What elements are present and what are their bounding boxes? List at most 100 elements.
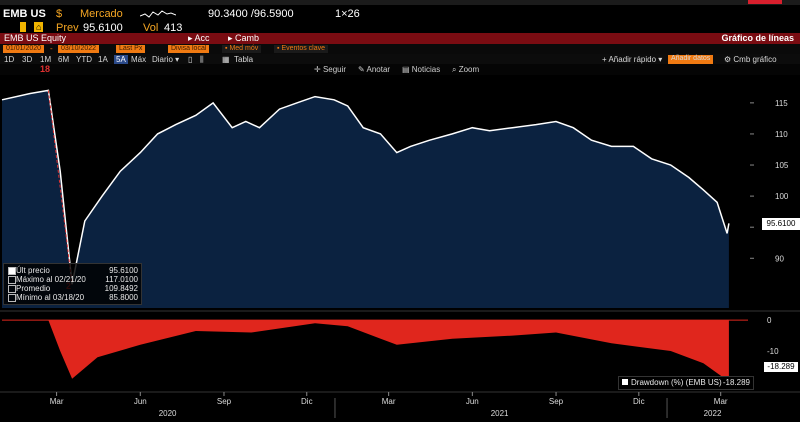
legend-last-value: 95.6100: [109, 266, 138, 275]
drawdown-tag: -18.289: [764, 362, 798, 372]
range-5a[interactable]: 5A: [114, 55, 128, 64]
range-1d[interactable]: 1D: [4, 55, 15, 64]
ticker[interactable]: EMB US: [3, 8, 46, 20]
currency-field[interactable]: Divisa local: [168, 45, 210, 53]
sparkline-icon: [140, 10, 176, 18]
chart-toolbar: ✛ Seguir ✎ Anotar ▤ Noticias ⌕ Zoom: [0, 64, 800, 75]
vol-label: Vol: [143, 22, 159, 34]
legend-avg-label: Promedio: [16, 284, 51, 293]
quote-bar-2: ⌂ Prev 95.6100 Vol 413: [0, 22, 800, 34]
end-date-field[interactable]: 03/10/2022: [58, 45, 100, 53]
x-tick-label: Dic: [633, 397, 645, 406]
actions-menu[interactable]: ▸ Acc: [188, 33, 210, 43]
drawdown-area: [2, 320, 729, 381]
legend-avg-value: 109.8492: [104, 284, 138, 293]
legend-row-last[interactable]: Últ precio 95.6100: [8, 266, 138, 275]
zoom-button[interactable]: ⌕ Zoom: [452, 65, 480, 74]
legend-last-label: Últ precio: [16, 266, 50, 275]
start-date-field[interactable]: 01/01/2020: [3, 45, 45, 53]
legend-row-avg[interactable]: Promedio 109.8492: [8, 284, 138, 293]
max-marker-label: 18: [40, 64, 51, 74]
price-field[interactable]: Last Px: [116, 45, 146, 53]
period-select[interactable]: Diario ▾: [152, 55, 180, 64]
x-year-label: 2021: [491, 409, 509, 418]
price-plot: [1, 78, 748, 309]
chart-settings: 01/01/2020 - 03/10/2022 Last Px Divisa l…: [0, 44, 800, 54]
y-tick-label: 100: [775, 192, 789, 201]
annotate-label: Anotar: [366, 65, 391, 74]
follow-button[interactable]: ✛ Seguir: [314, 65, 347, 74]
price-line: [1, 89, 730, 285]
quote-bar: EMB US $ Mercado 90.3400 /96.5900 1×26: [0, 6, 800, 22]
legend-max-label: Máximo al 02/21/20: [16, 275, 86, 284]
range-3d[interactable]: 3D: [22, 55, 33, 64]
legend-swatch: [622, 379, 628, 385]
x-tick-label: Mar: [50, 397, 64, 406]
legend-min-value: 85.8000: [109, 293, 138, 302]
add-data-field[interactable]: Añadir datos: [668, 55, 714, 64]
edit-chart-button[interactable]: ⚙ Cmb gráfico: [724, 55, 777, 64]
y-tick-label: 105: [775, 161, 789, 170]
alert-tag[interactable]: [748, 0, 782, 4]
price-legend: Últ precio 95.6100 Máximo al 02/21/20 11…: [3, 263, 142, 305]
chart-title: Gráfico de líneas: [721, 33, 794, 43]
dd-y-tick-label: -10: [767, 347, 779, 356]
x-tick-label: Jun: [466, 397, 479, 406]
bar-chart-icon[interactable]: ⫼: [200, 55, 204, 64]
quick-add-button[interactable]: + Añadir rápido ▾: [602, 55, 663, 64]
camb-menu[interactable]: ▸ Camb: [228, 33, 260, 43]
legend-row-max[interactable]: Máximo al 02/21/20 117.0100: [8, 275, 138, 284]
events-toggle[interactable]: ▪ Eventos clave: [274, 45, 329, 53]
flag-icon: [20, 22, 26, 32]
legend-min-label: Mínimo al 03/18/20: [16, 293, 85, 302]
max-min-marker: [47, 90, 73, 285]
range-ytd[interactable]: YTD: [76, 55, 92, 64]
range-6m[interactable]: 6M: [58, 55, 70, 64]
quick-add-label: Añadir rápido: [608, 55, 657, 64]
news-label: Noticias: [411, 65, 441, 74]
annotate-button[interactable]: ✎ Anotar: [358, 65, 391, 74]
range-1a[interactable]: 1A: [98, 55, 108, 64]
range-max[interactable]: Máx: [131, 55, 147, 64]
top-strip: [0, 0, 800, 5]
vol-value: 413: [164, 22, 183, 34]
x-tick-label: Sep: [549, 397, 564, 406]
price-area: [2, 90, 729, 309]
prev-label: Prev: [56, 22, 79, 34]
drawdown-value: -18.289: [722, 378, 750, 387]
period-label: Diario: [152, 55, 173, 64]
legend-max-value: 117.0100: [105, 275, 138, 284]
currency: $: [56, 8, 63, 20]
x-tick-label: Mar: [714, 397, 728, 406]
quote-size: 1×26: [335, 8, 360, 20]
x-tick-label: Dic: [301, 397, 313, 406]
zoom-label: Zoom: [458, 65, 480, 74]
market-label: Mercado: [80, 8, 123, 20]
edit-chart-label: Cmb gráfico: [733, 55, 777, 64]
legend-swatch: [8, 276, 16, 284]
legend-swatch: [8, 294, 16, 302]
dd-y-tick-label: 0: [767, 316, 772, 325]
security-name[interactable]: EMB US Equity: [4, 33, 67, 43]
table-icon[interactable]: ▦: [222, 55, 230, 64]
table-button[interactable]: Tabla: [234, 55, 254, 64]
drawdown-legend[interactable]: Drawdown (%) (EMB US) -18.289: [618, 376, 754, 390]
range-1m[interactable]: 1M: [40, 55, 52, 64]
follow-label: Seguir: [322, 65, 347, 74]
y-tick-label: 110: [775, 130, 788, 139]
moving-avg-toggle[interactable]: ▪ Med móv: [222, 45, 262, 53]
prev-value: 95.6100: [83, 22, 123, 34]
news-button[interactable]: ▤ Noticias: [402, 65, 441, 74]
events-label: Eventos clave: [281, 45, 326, 52]
moving-avg-label: Med móv: [229, 45, 259, 52]
last-price-tag: 95.6100: [762, 218, 800, 230]
candle-icon[interactable]: ▯: [188, 55, 193, 64]
yellow-key-icon[interactable]: ⌂: [34, 22, 44, 32]
actions-label: Acc: [194, 33, 210, 43]
x-year-label: 2022: [704, 409, 722, 418]
legend-row-min[interactable]: Mínimo al 03/18/20 85.8000: [8, 293, 138, 302]
security-header: EMB US Equity ▸ Acc ▸ Camb Gráfico de lí…: [0, 33, 800, 44]
x-tick-label: Sep: [217, 397, 232, 406]
bid-ask: 90.3400 /96.5900: [208, 8, 294, 20]
